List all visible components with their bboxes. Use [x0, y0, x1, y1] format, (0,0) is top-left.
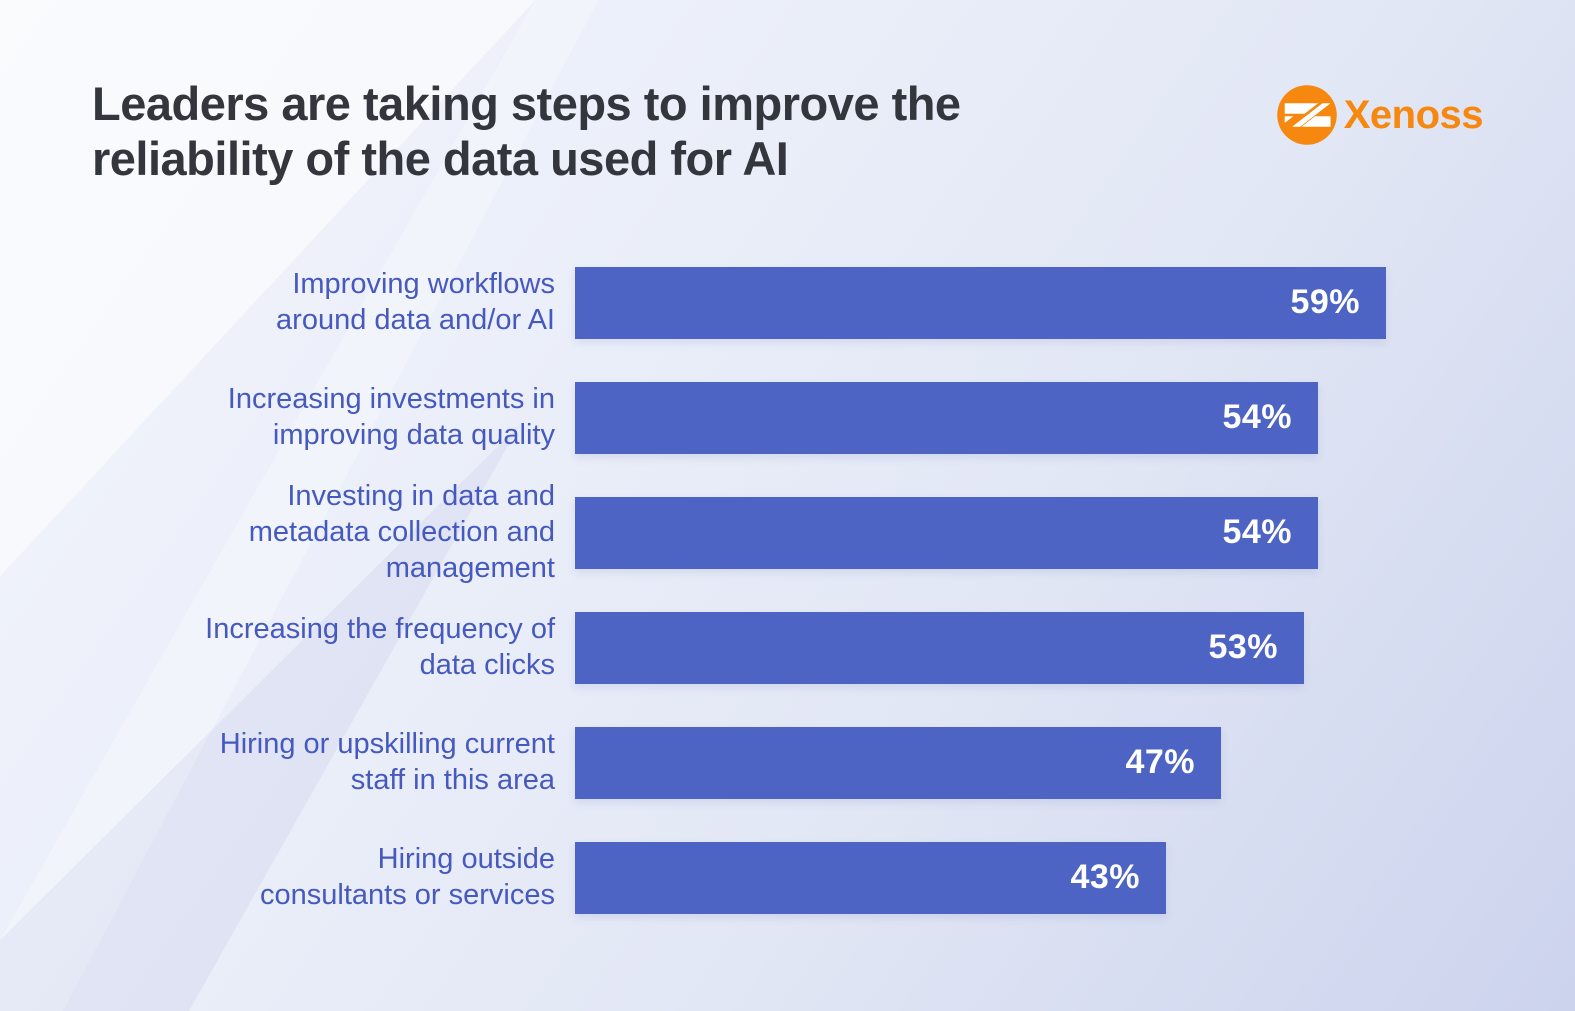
- bar: 53%: [575, 611, 1304, 684]
- bar-value-label: 54%: [1222, 398, 1292, 437]
- bar: 47%: [575, 726, 1221, 799]
- bar-category-label: Increasing the frequency of data clicks: [92, 612, 575, 684]
- bar-category-label-line: management: [385, 551, 555, 584]
- bar-category-label-line: around data and/or AI: [276, 303, 555, 336]
- bar-category-label-line: Increasing investments in: [227, 382, 555, 415]
- bar-category-label-line: Hiring or upskilling current: [219, 727, 555, 760]
- bar: 54%: [575, 381, 1318, 454]
- bar-category-label-line: Hiring outside: [377, 842, 555, 875]
- bar-row: Increasing the frequency of data clicks 53…: [92, 611, 1575, 684]
- bar-category-label: Hiring or upskilling current staff in thi…: [92, 727, 575, 799]
- bar: 54%: [575, 496, 1318, 569]
- bar-category-label-line: Improving workflows: [292, 267, 555, 300]
- bar-category-label-line: consultants or services: [260, 878, 555, 911]
- bar: 43%: [575, 841, 1166, 914]
- bar-row: Improving workflows around data and/or AI…: [92, 266, 1575, 339]
- logo-text: Xenoss: [1343, 92, 1484, 137]
- bar-category-label: Investing in data and metadata collection…: [92, 479, 575, 587]
- bar-value-label: 59%: [1290, 283, 1360, 322]
- header: Leaders are taking steps to improve the …: [0, 0, 1575, 187]
- bar-category-label-line: data clicks: [419, 648, 555, 681]
- bar-category-label: Hiring outside consultants or services: [92, 842, 575, 914]
- bar-category-label: Improving workflows around data and/or AI: [92, 267, 575, 339]
- bar-row: Hiring outside consultants or services 43%: [92, 841, 1575, 914]
- bar-value-label: 54%: [1222, 513, 1292, 552]
- bar-category-label: Increasing investments in improving data …: [92, 382, 575, 454]
- bar-category-label-line: Investing in data and: [287, 479, 555, 512]
- bar-category-label-line: Increasing the frequency of: [205, 612, 555, 645]
- xenoss-mark-icon: [1276, 85, 1337, 145]
- bar-row: Investing in data and metadata collection…: [92, 480, 1575, 584]
- bar-chart: Improving workflows around data and/or AI…: [0, 266, 1575, 914]
- bar-category-label-line: improving data quality: [272, 418, 555, 451]
- bar-row: Increasing investments in improving data …: [92, 381, 1575, 454]
- bar-category-label-line: metadata collection and: [248, 515, 555, 548]
- xenoss-logo: Xenoss: [1276, 84, 1484, 146]
- bar-row: Hiring or upskilling current staff in thi…: [92, 726, 1575, 799]
- bar-value-label: 47%: [1125, 743, 1195, 782]
- bar-category-label-line: staff in this area: [350, 763, 555, 796]
- bar: 59%: [575, 266, 1386, 339]
- bar-value-label: 53%: [1208, 628, 1278, 667]
- page-title: Leaders are taking steps to improve the …: [92, 77, 961, 186]
- bar-value-label: 43%: [1070, 858, 1140, 897]
